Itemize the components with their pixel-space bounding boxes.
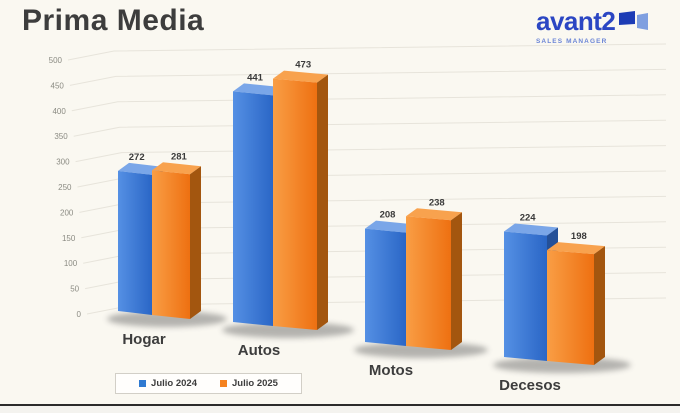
brand-tagline: SALES MANAGER: [536, 38, 608, 45]
bar-top-julio-2024-motos: [365, 220, 417, 233]
y-tick-label: 100: [64, 259, 78, 268]
bar-value-julio-2024-hogar: 272: [129, 152, 145, 163]
two-panels-icon: [619, 11, 649, 30]
chart-legend: Julio 2024 Julio 2025: [115, 373, 302, 394]
bar-julio-2025-hogar: [152, 170, 190, 319]
y-tick-label: 150: [62, 234, 76, 243]
bar-top-julio-2024-decesos: [504, 223, 558, 236]
legend-item-julio-2025: Julio 2025: [220, 378, 278, 389]
bar-side-julio-2025-motos: [451, 212, 462, 350]
bar-julio-2024-autos: [233, 91, 273, 327]
bar-top-julio-2024-hogar: [118, 162, 163, 175]
bar-top-julio-2024-autos: [233, 83, 284, 96]
category-label-autos: Autos: [238, 342, 281, 359]
bar-julio-2025-motos: [406, 216, 451, 350]
bar-julio-2024-decesos: [504, 231, 547, 361]
y-tick-label: 250: [58, 183, 72, 192]
grid-line: [75, 145, 667, 163]
bar-julio-2024-motos: [365, 228, 406, 346]
y-tick-label: 350: [54, 132, 68, 141]
grid-line: [73, 119, 667, 137]
y-tick-label: 0: [77, 310, 82, 319]
legend-label: Julio 2025: [232, 378, 278, 389]
bar-julio-2025-autos: [273, 78, 317, 330]
bar-side-julio-2025-decesos: [594, 246, 605, 365]
page-title: Prima Media: [22, 4, 205, 37]
bar-value-julio-2025-autos: 473: [295, 60, 311, 71]
grid-line: [69, 68, 667, 86]
grid-line: [67, 43, 667, 61]
bar-top-julio-2025-motos: [406, 208, 462, 221]
brand-logo: avant2 SALES MANAGER: [536, 8, 676, 45]
bar-side-julio-2025-hogar: [190, 166, 201, 319]
bar-shadow-hogar: [107, 311, 227, 327]
label-group: 272 281 Hogar 441 473 Autos 208 238 Motos 224 198 D…: [122, 60, 586, 394]
bar-value-julio-2025-hogar: 281: [171, 151, 188, 162]
y-tick-label: 500: [49, 56, 63, 65]
bar-julio-2024-hogar: [118, 170, 152, 315]
bar-side-julio-2025-autos: [317, 74, 328, 330]
category-label-decesos: Decesos: [499, 377, 561, 394]
bar-value-julio-2025-decesos: 198: [571, 231, 587, 242]
bar-group: [118, 70, 605, 365]
grid-line: [71, 94, 667, 112]
bar-value-julio-2025-motos: 238: [429, 197, 445, 208]
legend-item-julio-2024: Julio 2024: [139, 378, 197, 389]
y-tick-label: 450: [51, 81, 65, 90]
bar-value-julio-2024-motos: 208: [380, 210, 396, 221]
category-label-motos: Motos: [369, 362, 413, 379]
y-tick-label: 400: [52, 107, 66, 116]
legend-label: Julio 2024: [151, 378, 197, 389]
legend-swatch-blue: [139, 380, 147, 387]
bar-top-julio-2025-hogar: [152, 162, 201, 175]
bottom-divider: [0, 404, 680, 406]
bar-julio-2025-decesos: [547, 250, 594, 365]
y-tick-label: 300: [56, 158, 70, 167]
category-label-hogar: Hogar: [122, 331, 166, 348]
brand-name: avant2: [536, 6, 616, 36]
legend-swatch-orange: [220, 380, 228, 387]
y-tick-label: 50: [70, 285, 79, 294]
bar-value-julio-2024-decesos: 224: [520, 213, 537, 224]
y-tick-label: 200: [60, 208, 74, 217]
bar-top-julio-2025-autos: [273, 70, 328, 83]
bar-value-julio-2024-autos: 441: [247, 72, 264, 83]
bar-top-julio-2025-decesos: [547, 242, 605, 255]
bottom-strip: [0, 406, 680, 413]
